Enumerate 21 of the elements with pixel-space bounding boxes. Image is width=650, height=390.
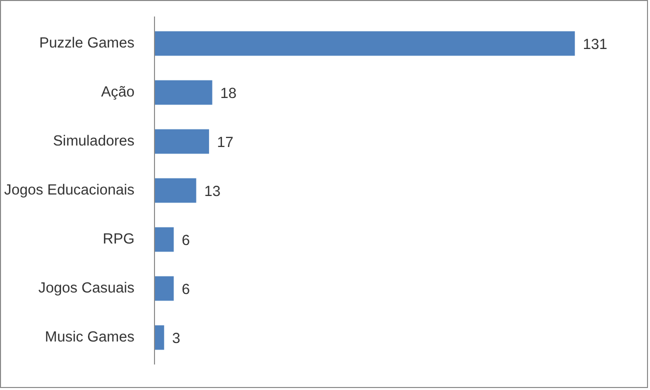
y-tick-label: Ação — [101, 84, 134, 100]
data-label: 6 — [182, 233, 190, 250]
bar — [154, 31, 575, 56]
bar — [154, 80, 212, 105]
data-label: 131 — [582, 36, 608, 53]
bar — [154, 276, 174, 301]
data-label: 17 — [217, 134, 234, 151]
bar — [154, 129, 210, 154]
y-tick-label: Music Games — [44, 330, 135, 346]
bar — [154, 227, 174, 252]
y-tick-label: RPG — [102, 232, 135, 248]
data-label: 18 — [220, 86, 237, 102]
y-tick-label: Puzzle Games — [39, 35, 135, 52]
y-tick-label: Jogos Educacionais — [4, 182, 135, 198]
data-label: 13 — [204, 184, 221, 200]
bar — [154, 325, 164, 350]
bar — [154, 178, 196, 203]
data-label: 3 — [172, 331, 180, 348]
y-tick-label: Simuladores — [53, 133, 135, 150]
y-tick-label: Jogos Casuais — [38, 280, 135, 297]
data-label: 6 — [182, 282, 190, 298]
